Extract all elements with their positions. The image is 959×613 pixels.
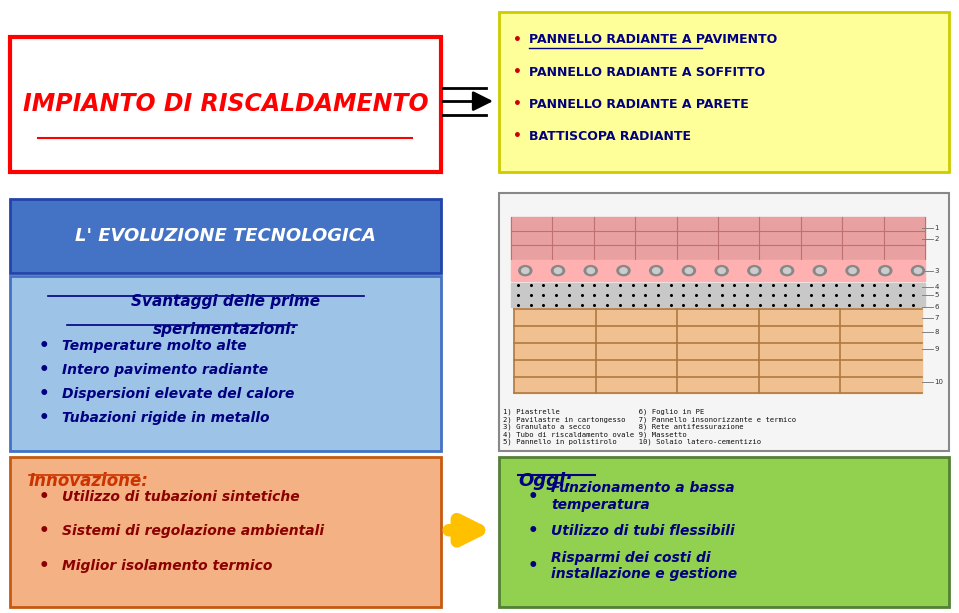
Text: •: •: [513, 65, 522, 79]
Circle shape: [911, 265, 924, 276]
Circle shape: [649, 265, 663, 276]
Text: Innovazione:: Innovazione:: [29, 472, 149, 490]
Text: •: •: [527, 522, 538, 540]
Circle shape: [587, 268, 595, 273]
Circle shape: [784, 268, 791, 273]
Text: PANNELLO RADIANTE A SOFFITTO: PANNELLO RADIANTE A SOFFITTO: [529, 66, 765, 78]
Bar: [511, 283, 925, 306]
FancyBboxPatch shape: [10, 37, 441, 172]
FancyBboxPatch shape: [10, 199, 441, 273]
Circle shape: [849, 268, 856, 273]
Circle shape: [751, 268, 758, 273]
Text: IMPIANTO DI RISCALDAMENTO: IMPIANTO DI RISCALDAMENTO: [23, 92, 428, 116]
Circle shape: [620, 268, 627, 273]
Text: •: •: [513, 33, 522, 47]
Text: Intero pavimento radiante: Intero pavimento radiante: [62, 363, 269, 377]
Text: 3: 3: [934, 268, 939, 273]
Text: Utilizzo di tubazioni sintetiche: Utilizzo di tubazioni sintetiche: [62, 490, 300, 503]
Text: Funzionamento a bassa
temperatura: Funzionamento a bassa temperatura: [551, 481, 735, 512]
Circle shape: [846, 265, 859, 276]
Text: 5: 5: [934, 292, 939, 299]
Circle shape: [686, 268, 692, 273]
Text: •: •: [527, 487, 538, 506]
Text: 9: 9: [934, 346, 939, 351]
Text: Utilizzo di tubi flessibili: Utilizzo di tubi flessibili: [551, 524, 736, 538]
Text: sperimentazioni:: sperimentazioni:: [153, 322, 297, 337]
Text: 1) Piastrelle                  6) Foglio in PE
2) Pavilastre in cartongesso   7): 1) Piastrelle 6) Foglio in PE 2) Pavilas…: [503, 409, 797, 446]
FancyBboxPatch shape: [10, 276, 441, 451]
Text: •: •: [38, 361, 49, 379]
Text: Temperature molto alte: Temperature molto alte: [62, 340, 247, 353]
Circle shape: [781, 265, 794, 276]
Text: Risparmi dei costi di
installazione e gestione: Risparmi dei costi di installazione e ge…: [551, 551, 737, 581]
FancyBboxPatch shape: [499, 193, 949, 451]
Text: Sistemi di regolazione ambientali: Sistemi di regolazione ambientali: [62, 524, 324, 538]
Text: •: •: [38, 487, 49, 506]
Circle shape: [551, 265, 565, 276]
Text: Dispersioni elevate del calore: Dispersioni elevate del calore: [62, 387, 294, 401]
Text: •: •: [513, 129, 522, 143]
Circle shape: [881, 268, 889, 273]
Text: •: •: [513, 97, 522, 111]
Bar: [511, 217, 925, 259]
Circle shape: [522, 268, 529, 273]
Circle shape: [584, 265, 597, 276]
Text: •: •: [38, 409, 49, 427]
Circle shape: [748, 265, 760, 276]
Text: Oggi:: Oggi:: [518, 472, 573, 490]
Bar: [511, 261, 925, 281]
Circle shape: [813, 265, 827, 276]
Circle shape: [816, 268, 824, 273]
Text: 1: 1: [934, 225, 939, 231]
Text: •: •: [527, 557, 538, 575]
Text: •: •: [38, 337, 49, 356]
FancyBboxPatch shape: [10, 457, 441, 607]
Text: 6: 6: [934, 303, 939, 310]
Circle shape: [617, 265, 630, 276]
Text: •: •: [38, 557, 49, 575]
Text: PANNELLO RADIANTE A PARETE: PANNELLO RADIANTE A PARETE: [529, 97, 749, 111]
Circle shape: [718, 268, 725, 273]
Text: Tubazioni rigide in metallo: Tubazioni rigide in metallo: [62, 411, 269, 425]
Text: Svantaggi delle prime: Svantaggi delle prime: [130, 294, 320, 309]
Text: 10: 10: [934, 379, 944, 385]
FancyBboxPatch shape: [499, 12, 949, 172]
Text: 2: 2: [934, 236, 939, 242]
Text: •: •: [38, 522, 49, 540]
Circle shape: [683, 265, 695, 276]
Text: 8: 8: [934, 329, 939, 335]
Circle shape: [554, 268, 562, 273]
Text: L' EVOLUZIONE TECNOLOGICA: L' EVOLUZIONE TECNOLOGICA: [75, 227, 376, 245]
Circle shape: [519, 265, 532, 276]
Circle shape: [914, 268, 922, 273]
Text: PANNELLO RADIANTE A PAVIMENTO: PANNELLO RADIANTE A PAVIMENTO: [529, 33, 778, 47]
Text: Miglior isolamento termico: Miglior isolamento termico: [62, 559, 272, 573]
Text: 4: 4: [934, 284, 939, 290]
Text: 7: 7: [934, 314, 939, 321]
Circle shape: [878, 265, 892, 276]
FancyBboxPatch shape: [499, 457, 949, 607]
Circle shape: [652, 268, 660, 273]
Bar: [514, 310, 922, 394]
Text: •: •: [38, 385, 49, 403]
Circle shape: [715, 265, 728, 276]
Text: BATTISCOPA RADIANTE: BATTISCOPA RADIANTE: [529, 130, 691, 143]
